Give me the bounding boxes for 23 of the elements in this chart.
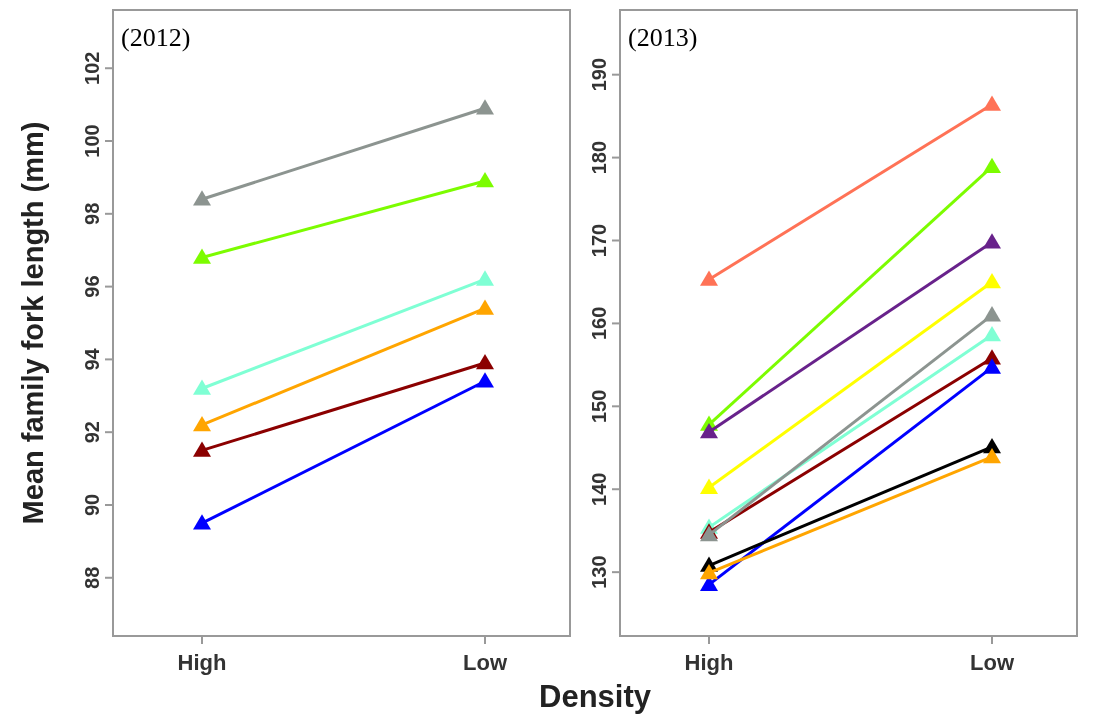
y-tick-label: 96 (81, 275, 103, 298)
y-tick-label: 94 (81, 347, 103, 371)
y-tick-label: 130 (588, 555, 610, 589)
y-tick-label: 102 (81, 51, 103, 85)
y-tick-label: 180 (588, 140, 610, 175)
x-tick-label: High (177, 650, 227, 675)
y-tick-label: 100 (81, 124, 103, 158)
x-tick-label: High (684, 650, 734, 675)
x-tick-label: Low (463, 650, 508, 675)
x-axis-title: Density (539, 679, 652, 714)
y-tick-label: 190 (588, 57, 610, 92)
y-tick-label: 150 (588, 389, 610, 424)
x-tick-label: Low (970, 650, 1015, 675)
y-tick-label: 88 (81, 566, 103, 589)
y-tick-label: 90 (81, 493, 103, 517)
y-tick-label: 98 (81, 202, 103, 225)
y-axis-title: Mean family fork length (mm) (17, 121, 49, 525)
y-tick-label: 92 (81, 421, 103, 444)
text: (2013) (628, 23, 698, 52)
y-tick-label: 140 (588, 472, 610, 506)
text: (2012) (121, 23, 191, 52)
y-tick-label: 160 (588, 306, 610, 341)
y-tick-label: 170 (588, 223, 610, 258)
